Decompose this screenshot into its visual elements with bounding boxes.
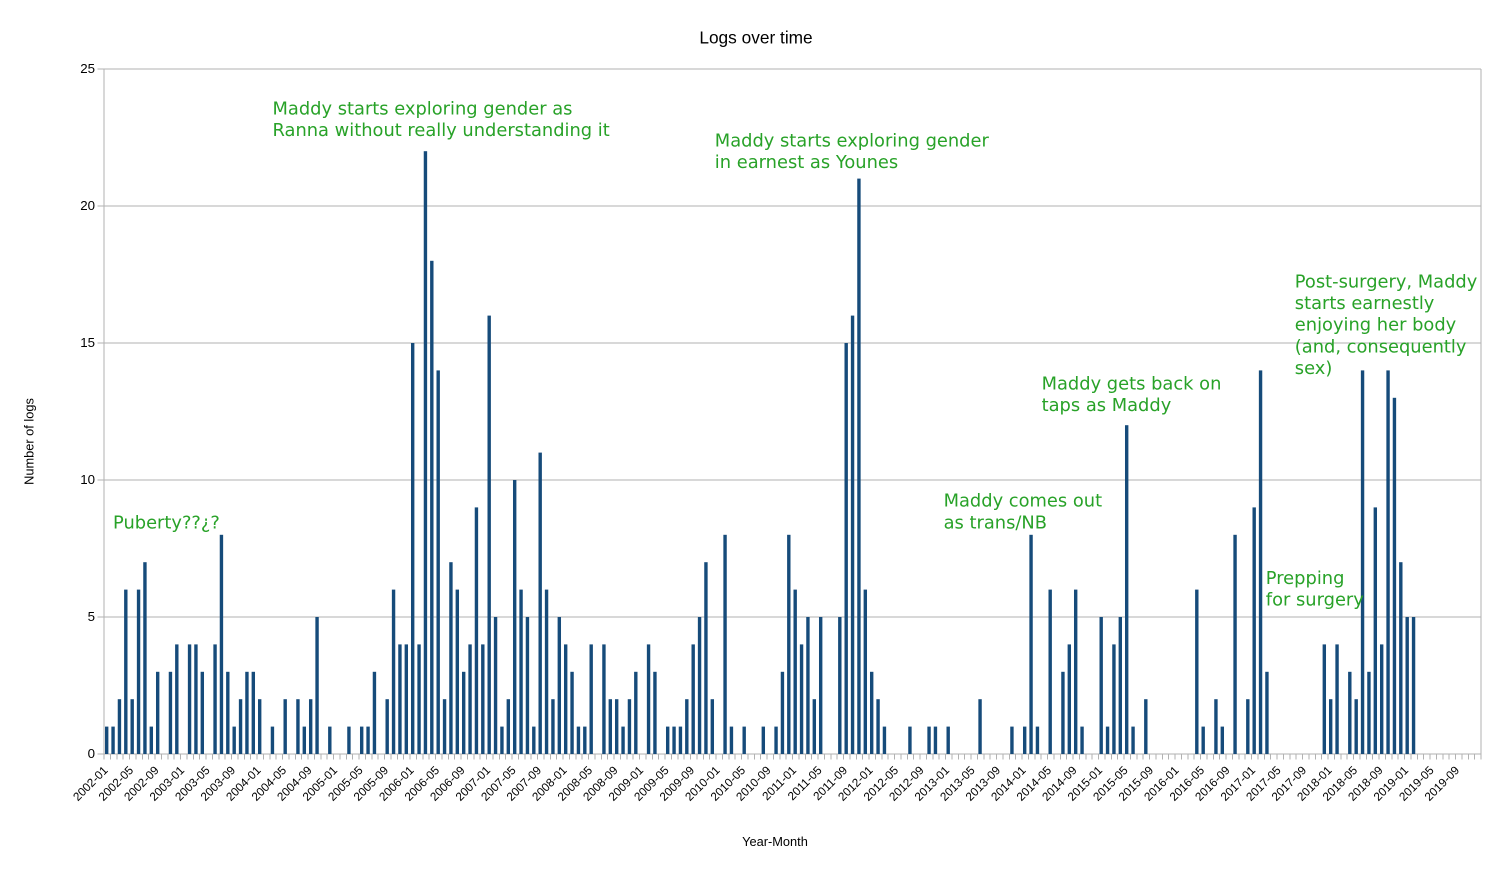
svg-text:Prepping: Prepping xyxy=(1266,568,1345,589)
svg-text:Maddy starts exploring gender: Maddy starts exploring gender as xyxy=(273,98,573,119)
svg-text:sex): sex) xyxy=(1295,358,1332,379)
svg-text:25: 25 xyxy=(80,61,95,76)
svg-text:(and, consequently: (and, consequently xyxy=(1295,336,1467,357)
svg-text:enjoying her body: enjoying her body xyxy=(1295,315,1457,336)
svg-text:Maddy gets back on: Maddy gets back on xyxy=(1042,374,1222,395)
svg-text:0: 0 xyxy=(88,746,95,761)
svg-text:as trans/NB: as trans/NB xyxy=(944,512,1047,533)
svg-text:Post-surgery, Maddy: Post-surgery, Maddy xyxy=(1295,271,1478,292)
svg-text:starts earnestly: starts earnestly xyxy=(1295,293,1435,314)
svg-text:in earnest as Younes: in earnest as Younes xyxy=(715,152,898,173)
svg-text:Maddy comes out: Maddy comes out xyxy=(944,491,1103,512)
svg-text:for surgery: for surgery xyxy=(1266,590,1364,611)
svg-text:5: 5 xyxy=(88,609,95,624)
svg-text:10: 10 xyxy=(80,472,95,487)
svg-text:Maddy starts exploring gender: Maddy starts exploring gender xyxy=(715,131,990,152)
svg-text:20: 20 xyxy=(80,198,95,213)
svg-text:Number of logs: Number of logs xyxy=(22,398,37,485)
svg-text:Logs over time: Logs over time xyxy=(699,27,812,47)
svg-text:15: 15 xyxy=(80,335,95,350)
svg-text:Ranna without really understan: Ranna without really understanding it xyxy=(273,120,610,141)
svg-text:Puberty??¿?: Puberty??¿? xyxy=(113,513,220,534)
svg-text:taps as Maddy: taps as Maddy xyxy=(1042,395,1172,416)
svg-text:Year-Month: Year-Month xyxy=(742,834,808,849)
